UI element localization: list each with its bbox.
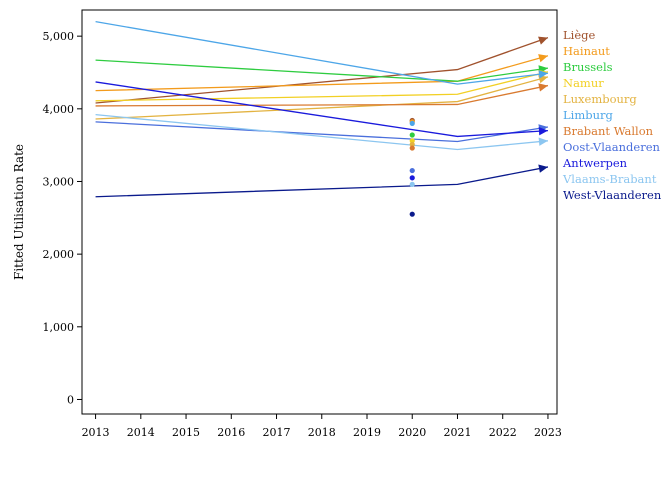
series-line <box>95 113 549 151</box>
x-tick-label: 2020 <box>398 426 426 439</box>
x-tick-label: 2014 <box>127 426 155 439</box>
axes: 0 1,000 2,000 3,000 4,000 5,000 2013 2014 2015 20… <box>43 30 562 439</box>
legend-entry: Hainaut <box>563 44 610 58</box>
series-line <box>95 20 549 85</box>
y-tick-label: 3,000 <box>43 175 75 188</box>
x-tick-label: 2016 <box>217 426 245 439</box>
series-line <box>95 36 549 104</box>
legend-entry: Brabant Wallon <box>563 124 654 138</box>
series-line <box>95 81 548 138</box>
y-axis-label: Fitted Utilisation Rate <box>12 144 26 280</box>
legend-entry: Brussels <box>563 60 613 74</box>
data-point-2020 <box>409 181 415 187</box>
y-tick-label: 1,000 <box>43 321 75 334</box>
legend-entry: Vlaams-Brabant <box>562 172 657 186</box>
series-line <box>95 59 549 82</box>
series-arrowhead <box>538 137 548 146</box>
x-tick-label: 2019 <box>353 426 381 439</box>
series-arrowhead <box>538 164 548 173</box>
legend-entry: Luxembourg <box>563 92 637 106</box>
y-tick-label: 0 <box>67 393 74 406</box>
series-line <box>95 121 549 143</box>
legend-entry: Antwerpen <box>562 156 628 170</box>
plot-area-border <box>81 9 558 415</box>
legend-entry: Oost-Vlaanderen <box>563 140 660 154</box>
series-layer <box>95 20 549 198</box>
series-line <box>95 166 549 198</box>
data-point-2020 <box>409 120 415 126</box>
data-point-2020 <box>409 132 415 138</box>
dots-layer <box>409 117 415 217</box>
legend: Liège Hainaut Brussels Namur Luxembourg Limbu… <box>562 28 662 202</box>
series-arrowhead <box>538 127 548 136</box>
data-point-2020 <box>409 138 415 144</box>
series-arrowhead <box>538 70 548 79</box>
y-tick-label: 2,000 <box>43 248 75 261</box>
x-tick-label: 2017 <box>263 426 291 439</box>
legend-entry: Namur <box>563 76 604 90</box>
series-line <box>95 71 549 102</box>
data-point-2020 <box>409 211 415 217</box>
x-tick-label: 2013 <box>82 426 110 439</box>
data-point-2020 <box>409 141 415 148</box>
x-tick-label: 2015 <box>172 426 200 439</box>
legend-entry: Limburg <box>563 108 613 122</box>
data-point-2020 <box>409 175 415 181</box>
x-tick-label: 2022 <box>489 426 517 439</box>
plot-frame <box>81 9 558 415</box>
data-point-2020 <box>409 145 415 151</box>
series-line <box>95 84 549 107</box>
series-line <box>95 76 549 120</box>
y-tick-label: 4,000 <box>43 103 75 116</box>
legend-entry: Liège <box>563 28 595 42</box>
series-arrowhead <box>538 54 548 63</box>
x-tick-label: 2021 <box>443 426 471 439</box>
series-arrowhead <box>538 36 548 45</box>
data-point-2020 <box>409 167 415 174</box>
x-tick-label: 2023 <box>534 426 562 439</box>
legend-entry: West-Vlaanderen <box>563 188 662 202</box>
x-tick-label: 2018 <box>308 426 336 439</box>
y-tick-label: 5,000 <box>43 30 75 43</box>
series-arrowhead <box>538 83 548 92</box>
